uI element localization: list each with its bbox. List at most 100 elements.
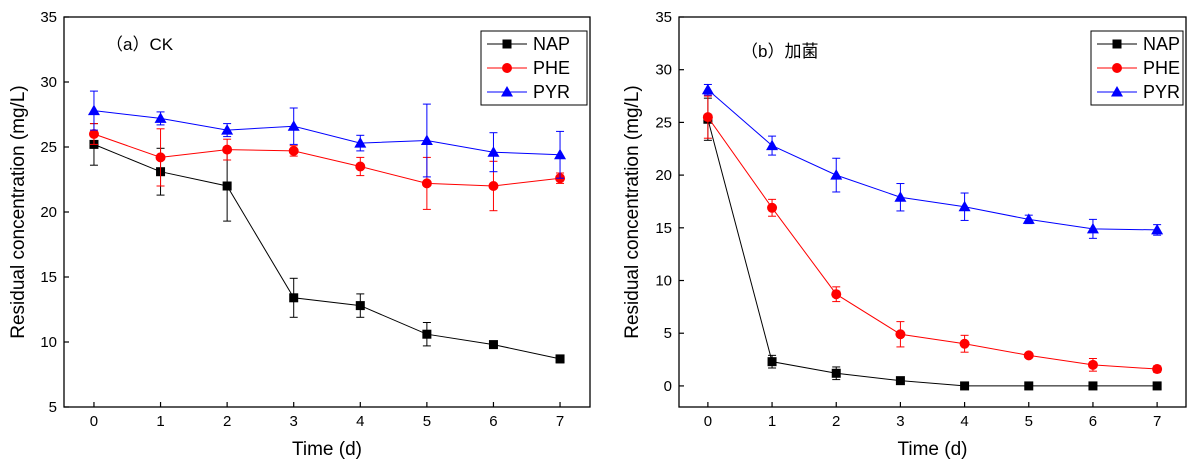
data-point bbox=[895, 329, 906, 340]
data-point bbox=[1023, 350, 1034, 361]
legend-label: PHE bbox=[533, 58, 570, 78]
data-point bbox=[354, 137, 367, 148]
y-tick-label: 15 bbox=[655, 220, 672, 237]
data-point bbox=[960, 381, 970, 391]
x-tick-label: 4 bbox=[960, 413, 968, 430]
plot-frame bbox=[678, 16, 1187, 408]
data-point bbox=[1152, 364, 1163, 375]
panel-label: （b）加菌 bbox=[741, 42, 818, 61]
legend-marker bbox=[502, 39, 512, 49]
data-point bbox=[830, 169, 843, 180]
series-line bbox=[707, 116, 1158, 370]
data-point bbox=[1088, 381, 1098, 391]
data-point bbox=[287, 120, 300, 131]
data-point bbox=[154, 112, 167, 123]
data-point bbox=[288, 145, 299, 156]
y-tick-label: 10 bbox=[40, 334, 57, 351]
data-point bbox=[488, 181, 499, 191]
data-point bbox=[221, 124, 234, 135]
data-point bbox=[766, 139, 779, 151]
data-point bbox=[701, 83, 714, 95]
legend-label: NAP bbox=[1143, 34, 1180, 54]
series-line bbox=[707, 89, 1158, 231]
x-tick-label: 2 bbox=[832, 413, 840, 430]
legend-label: PHE bbox=[1143, 58, 1180, 78]
x-tick-label: 1 bbox=[768, 413, 776, 430]
data-point bbox=[420, 134, 433, 145]
y-tick-label: 20 bbox=[655, 167, 672, 184]
data-point bbox=[895, 376, 905, 386]
series-nap bbox=[89, 123, 565, 364]
x-axis-title: Time (d) bbox=[292, 439, 362, 460]
legend-marker bbox=[1112, 39, 1122, 49]
series-line bbox=[93, 110, 561, 156]
data-point bbox=[1022, 213, 1035, 224]
x-axis-title: Time (d) bbox=[897, 439, 967, 460]
data-point bbox=[1152, 381, 1162, 391]
data-point bbox=[422, 329, 432, 339]
data-point bbox=[554, 148, 567, 160]
x-tick-label: 3 bbox=[896, 413, 904, 430]
x-tick-label: 0 bbox=[704, 413, 712, 430]
panel-label: （a）CK bbox=[106, 35, 174, 54]
y-tick-label: 30 bbox=[655, 62, 672, 79]
legend-marker bbox=[501, 86, 513, 97]
data-point bbox=[355, 161, 366, 172]
data-point bbox=[289, 293, 299, 303]
x-tick-label: 2 bbox=[223, 413, 231, 430]
data-point bbox=[1151, 223, 1164, 235]
chart-panel-a: 0 1 2 3 4 5 6 7 5 10 15 20 25 30 35 Time (d) Residual co… bbox=[8, 9, 591, 460]
y-tick-label: 25 bbox=[40, 139, 57, 156]
legend-label: PYR bbox=[533, 82, 570, 102]
series-nap bbox=[703, 97, 1162, 391]
y-tick-label: 35 bbox=[655, 9, 672, 26]
x-tick-label: 1 bbox=[156, 413, 164, 430]
series-line bbox=[93, 143, 561, 360]
y-tick-label: 0 bbox=[664, 378, 672, 395]
x-tick-label: 7 bbox=[556, 413, 564, 430]
data-point bbox=[355, 301, 365, 311]
chart-panel-b: 0 1 2 3 4 5 6 7 0 5 10 15 20 25 30 35 Time (d) Residual c… bbox=[622, 9, 1187, 460]
x-tick-label: 6 bbox=[489, 413, 497, 430]
y-axis-title: Residual concentration (mg/L) bbox=[8, 85, 29, 338]
data-point bbox=[1024, 381, 1034, 391]
series-phe bbox=[88, 123, 566, 212]
x-tick-label: 3 bbox=[290, 413, 298, 430]
x-tick-label: 6 bbox=[1089, 413, 1097, 430]
y-tick-label: 10 bbox=[655, 273, 672, 290]
data-point bbox=[767, 357, 777, 367]
data-point bbox=[702, 112, 713, 123]
data-point bbox=[88, 129, 99, 139]
legend-marker bbox=[1111, 86, 1123, 97]
y-tick-label: 30 bbox=[40, 74, 57, 91]
y-tick-label: 20 bbox=[40, 204, 57, 221]
legend-marker bbox=[1112, 63, 1122, 73]
data-point bbox=[487, 146, 500, 157]
x-tick-label: 7 bbox=[1153, 413, 1161, 430]
data-point bbox=[555, 354, 565, 364]
legend-label: PYR bbox=[1143, 82, 1180, 102]
data-point bbox=[488, 340, 498, 350]
legend-marker bbox=[502, 63, 512, 73]
legend: NAP PHE PYR bbox=[1090, 30, 1184, 106]
y-tick-label: 5 bbox=[664, 325, 672, 342]
series-pyr bbox=[701, 83, 1164, 239]
y-tick-label: 5 bbox=[49, 399, 57, 416]
y-tick-label: 25 bbox=[655, 114, 672, 131]
data-point bbox=[222, 144, 233, 155]
data-point bbox=[87, 104, 100, 116]
series-line bbox=[707, 119, 1158, 387]
data-point bbox=[155, 152, 166, 163]
legend-label: NAP bbox=[533, 34, 570, 54]
x-tick-label: 0 bbox=[90, 413, 98, 430]
data-point bbox=[958, 200, 971, 212]
legend: NAP PHE PYR bbox=[480, 30, 588, 106]
data-point bbox=[831, 368, 841, 378]
data-point bbox=[421, 178, 432, 189]
y-tick-label: 35 bbox=[40, 9, 57, 26]
data-point bbox=[1087, 359, 1098, 370]
series-line bbox=[93, 133, 561, 187]
data-point bbox=[959, 338, 970, 349]
x-tick-label: 4 bbox=[356, 413, 364, 430]
